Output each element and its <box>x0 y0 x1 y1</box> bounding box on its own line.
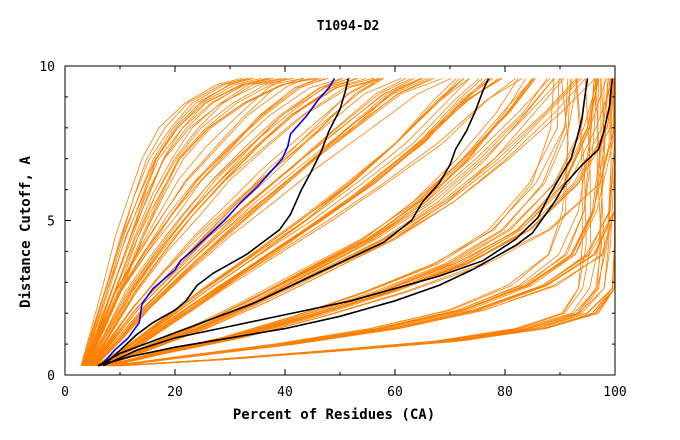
highlight-trace-black <box>102 78 350 367</box>
background-trace <box>113 78 595 367</box>
background-trace <box>91 78 407 366</box>
background-trace <box>97 78 465 367</box>
background-trace <box>100 78 534 367</box>
background-trace <box>83 78 305 366</box>
background-trace <box>86 78 329 366</box>
background-trace <box>93 78 435 366</box>
background-trace <box>88 78 344 366</box>
background-trace <box>88 78 359 366</box>
background-trace <box>93 78 422 366</box>
background-trace <box>101 78 516 367</box>
highlight-trace-black <box>103 78 589 367</box>
highlight-trace-blue <box>100 77 336 367</box>
background-trace <box>84 78 287 366</box>
background-trace <box>100 78 523 367</box>
background-trace <box>102 78 527 367</box>
highlight-trace-black <box>97 78 490 367</box>
background-traces <box>80 78 615 367</box>
background-trace <box>105 78 580 367</box>
background-trace <box>88 78 402 366</box>
background-trace <box>95 78 422 366</box>
background-trace <box>80 78 250 366</box>
background-trace <box>87 78 350 366</box>
highlight-trace-black <box>97 78 614 367</box>
background-trace <box>92 78 428 366</box>
background-trace <box>91 78 384 366</box>
background-trace <box>85 78 319 366</box>
background-trace <box>89 78 383 366</box>
x-tick-label: 40 <box>277 385 293 400</box>
background-trace <box>84 78 326 366</box>
background-trace <box>103 78 577 367</box>
chart-title: T1094-D2 <box>317 19 380 34</box>
y-tick-label: 5 <box>47 215 55 230</box>
highlight-traces <box>97 77 614 367</box>
y-axis-label: Distance Cutoff, A <box>18 156 34 308</box>
background-trace <box>89 78 359 366</box>
y-axis-ticks: 0 5 10 <box>39 60 615 384</box>
background-trace <box>82 78 254 366</box>
background-trace <box>118 78 605 367</box>
background-trace <box>83 78 271 366</box>
x-tick-label: 0 <box>61 385 69 400</box>
background-trace <box>111 78 571 367</box>
x-axis-label: Percent of Residues (CA) <box>233 407 435 423</box>
y-tick-label: 0 <box>47 369 55 384</box>
background-trace <box>90 78 379 366</box>
x-tick-label: 60 <box>387 385 403 400</box>
background-trace <box>84 78 294 366</box>
background-trace <box>89 78 380 366</box>
background-trace <box>80 78 242 366</box>
background-trace <box>100 78 483 367</box>
x-tick-label: 20 <box>167 385 183 400</box>
background-trace <box>86 78 304 366</box>
background-trace <box>106 78 596 367</box>
background-trace <box>111 78 615 367</box>
background-trace <box>96 78 480 367</box>
background-trace <box>81 78 248 366</box>
background-trace <box>99 78 491 367</box>
y-tick-label: 10 <box>39 60 55 75</box>
background-trace <box>106 78 579 367</box>
background-trace <box>84 78 262 366</box>
x-tick-label: 80 <box>497 385 513 400</box>
background-trace <box>112 78 615 367</box>
background-trace <box>95 78 452 366</box>
x-tick-label: 100 <box>603 385 626 400</box>
background-trace <box>96 78 465 367</box>
background-trace <box>106 78 586 367</box>
background-trace <box>107 78 569 367</box>
x-axis-ticks: 0 20 40 60 80 100 <box>61 66 627 400</box>
background-trace <box>119 78 605 367</box>
